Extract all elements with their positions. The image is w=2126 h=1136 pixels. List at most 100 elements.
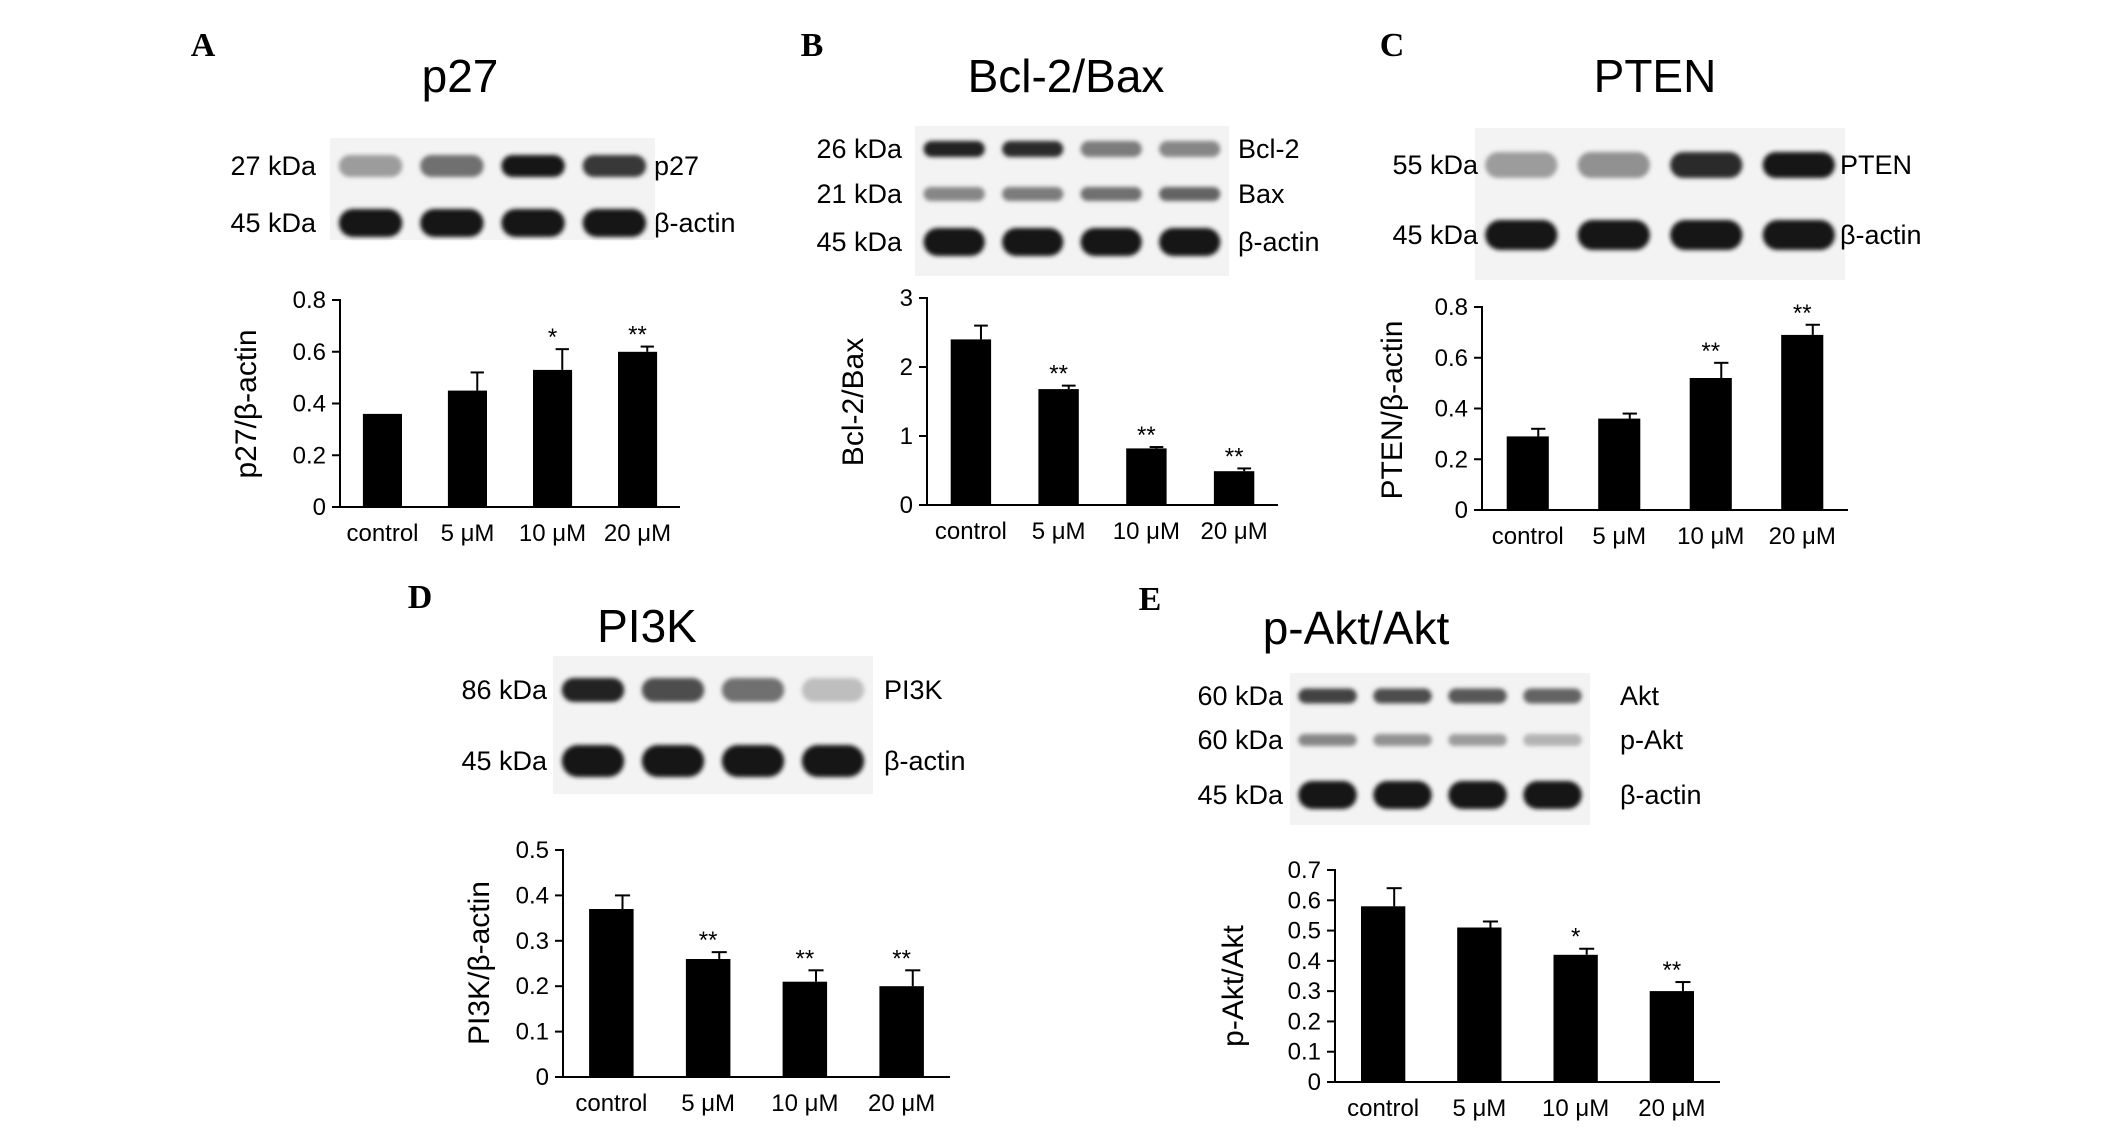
blot-band [801,678,865,702]
blot-band [501,209,565,237]
x-tick-label: 10 μM [519,520,586,547]
blot-band [801,745,865,777]
bar-chart: 0 0.1 0.2 0.3 0.4 0.5 0.6 0.7 control 5 μM * 10 μM *… [1217,857,1720,1122]
bar [618,351,658,508]
bar [782,981,828,1077]
blot-band [1523,734,1582,746]
protein-label: β-actin [884,746,966,776]
y-tick-label: 0.4 [516,882,549,909]
blot-band [1002,141,1064,157]
significance-marker: ** [1793,300,1812,327]
x-tick-label: 5 μM [1452,1095,1506,1122]
y-tick-label: 0.4 [1435,396,1468,423]
protein-label: p27 [654,151,699,181]
y-tick-label: 0.4 [1288,948,1321,975]
blot-band [1448,734,1507,746]
protein-label: PI3K [884,675,943,705]
blot-band [923,228,985,256]
blot-band [1448,688,1507,704]
blot-band [1448,781,1507,809]
bar [1781,334,1824,510]
blot-band [338,209,403,237]
x-tick-label: 20 μM [1769,523,1836,550]
y-tick-label: 0.8 [293,287,326,314]
y-axis-label: PI3K/β-actin [463,881,496,1045]
bar [1689,378,1732,510]
bar [950,339,992,505]
x-tick-label: control [935,518,1007,545]
y-tick-label: 0.2 [516,973,549,1000]
blot-band [721,745,785,777]
bar [533,369,573,507]
bar-chart: 0 0.1 0.2 0.3 0.4 0.5 control ** 5 μM ** 10 μM ** 20… [463,837,950,1117]
significance-marker: * [1571,924,1580,951]
protein-label: PTEN [1840,150,1912,180]
blot-band [1762,220,1835,250]
panel-title: p-Akt/Akt [1263,602,1450,654]
x-tick-label: 5 μM [1032,518,1086,545]
bar-chart: 0 0.2 0.4 0.6 0.8 control 5 μM ** 10 μM ** 20 μM PT… [1376,294,1848,550]
western-blot: 27 kDa p27 45 kDa β-actin [230,138,736,240]
blot-band [420,155,484,177]
blot-band [1298,688,1357,704]
x-tick-label: 5 μM [1592,523,1646,550]
protein-label: Bax [1238,179,1285,209]
molecular-weight-label: 27 kDa [230,151,317,181]
y-axis-label: Bcl-2/Bax [837,338,870,466]
blot-band [1159,228,1221,256]
molecular-weight-label: 21 kDa [816,179,903,209]
y-tick-label: 0 [536,1064,549,1091]
bar [447,390,487,507]
x-tick-label: control [1492,523,1564,550]
molecular-weight-label: 55 kDa [1392,150,1479,180]
blot-band [501,155,565,177]
blot-band [1298,734,1357,746]
significance-marker: ** [628,322,647,349]
y-tick-label: 0.2 [293,442,326,469]
significance-marker: ** [1225,443,1244,470]
x-tick-label: 20 μM [604,520,671,547]
y-tick-label: 1 [900,423,913,450]
molecular-weight-label: 45 kDa [461,746,548,776]
blot-band [1577,152,1650,178]
panel-letter: E [1139,581,1162,618]
y-tick-label: 0.6 [1288,887,1321,914]
panel-c: C PTEN 55 kDa PTEN 45 kDa β-actin 0 0.2 0.4 0.6 0.… [1376,27,1922,550]
bar [1213,471,1255,505]
blot-band [1159,141,1221,157]
bar [685,959,731,1077]
y-tick-label: 0.5 [1288,918,1321,945]
significance-marker: ** [699,927,718,954]
x-tick-label: 5 μM [681,1090,735,1117]
blot-band [1080,228,1142,256]
x-tick-label: 20 μM [1201,518,1268,545]
panel-b: B Bcl-2/Bax 26 kDa Bcl-2 21 kDa Bax 45 kDa β-ac… [801,27,1320,545]
blot-band [923,187,985,201]
bar [362,413,402,507]
x-tick-label: 10 μM [771,1090,838,1117]
blot-band [1577,220,1650,250]
blot-band [1485,152,1558,178]
bar [1553,954,1598,1082]
y-tick-label: 0 [313,494,326,521]
blot-band [1002,228,1064,256]
panel-title: Bcl-2/Bax [968,50,1165,102]
x-tick-label: 10 μM [1542,1095,1609,1122]
panel-title: PI3K [597,600,697,652]
blot-band [561,678,625,702]
molecular-weight-label: 60 kDa [1197,725,1284,755]
panel-letter: B [801,27,824,64]
x-tick-label: 20 μM [868,1090,935,1117]
bar [1038,389,1079,505]
x-tick-label: 10 μM [1113,518,1180,545]
blot-band [1159,187,1221,201]
x-tick-label: 5 μM [441,520,495,547]
protein-label: β-actin [1620,780,1702,810]
blot-band [420,209,484,237]
blot-band [1523,688,1582,704]
blot-membrane [1475,128,1845,280]
y-tick-label: 0.2 [1288,1008,1321,1035]
y-tick-label: 0.4 [293,391,326,418]
blot-band [1762,152,1835,178]
